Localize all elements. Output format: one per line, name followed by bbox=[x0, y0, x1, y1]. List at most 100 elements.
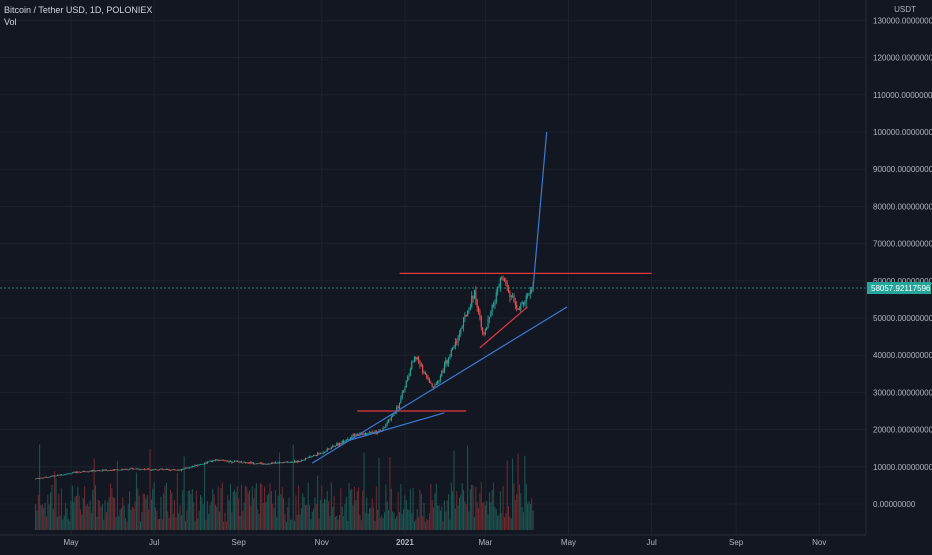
volume-bar bbox=[375, 486, 377, 530]
volume-bar bbox=[160, 496, 162, 530]
candle-body bbox=[165, 469, 167, 470]
volume-bar bbox=[407, 509, 409, 530]
volume-label[interactable]: Vol bbox=[4, 17, 17, 27]
volume-bar bbox=[524, 455, 526, 530]
candle-body bbox=[204, 462, 206, 464]
volume-bar bbox=[341, 506, 343, 530]
candle-body bbox=[40, 477, 42, 479]
candle-body bbox=[497, 288, 499, 293]
volume-bar bbox=[55, 478, 57, 530]
volume-bar bbox=[497, 516, 499, 530]
volume-bar bbox=[303, 496, 305, 530]
candle-body bbox=[130, 468, 132, 470]
candle-body bbox=[476, 299, 478, 308]
volume-bar bbox=[135, 472, 137, 530]
candle-body bbox=[262, 463, 264, 465]
candle-body bbox=[291, 462, 293, 463]
candle-body bbox=[217, 459, 219, 461]
volume-bar bbox=[180, 515, 182, 530]
drawing-trendline-line bbox=[479, 306, 528, 349]
volume-bar bbox=[70, 500, 72, 530]
volume-bar bbox=[458, 497, 460, 530]
volume-bar bbox=[100, 506, 102, 530]
candle-body bbox=[303, 459, 305, 461]
candle-body bbox=[242, 462, 244, 464]
candle-body bbox=[210, 460, 212, 462]
candle-body bbox=[48, 476, 50, 478]
volume-bar bbox=[257, 509, 259, 530]
volume-bar bbox=[108, 497, 110, 530]
candle-body bbox=[167, 469, 169, 470]
candle-body bbox=[227, 461, 229, 463]
candle-body bbox=[234, 460, 236, 463]
candle-body bbox=[176, 469, 178, 471]
candle-body bbox=[58, 474, 60, 476]
candle-body bbox=[514, 302, 516, 305]
volume-bar bbox=[412, 487, 414, 530]
price-axis-label: 70000.00000000 bbox=[873, 240, 932, 249]
candle-body bbox=[55, 475, 57, 477]
volume-bar bbox=[224, 512, 226, 530]
volume-bar bbox=[362, 490, 364, 530]
volume-bar bbox=[479, 492, 481, 530]
volume-bar bbox=[168, 518, 170, 530]
volume-bar bbox=[449, 519, 451, 530]
candle-body bbox=[269, 463, 271, 465]
price-axis[interactable]: USDT 130000.00000000 120000.00000000 110000… bbox=[865, 0, 932, 550]
price-axis-label: 90000.00000000 bbox=[873, 165, 932, 174]
volume-bar bbox=[487, 514, 489, 530]
volume-bar bbox=[165, 482, 167, 530]
volume-bar bbox=[325, 499, 327, 530]
candle-body bbox=[135, 468, 137, 470]
volume-bar bbox=[442, 521, 444, 530]
candle-body bbox=[235, 460, 237, 462]
candle-body bbox=[363, 433, 365, 435]
candle-body bbox=[516, 304, 518, 309]
candle-body bbox=[64, 474, 67, 476]
volume-bar bbox=[348, 483, 350, 530]
candle-body bbox=[164, 469, 166, 471]
candle-body bbox=[426, 374, 428, 378]
candle-body bbox=[69, 473, 71, 475]
candle-body bbox=[527, 294, 529, 296]
candle-body bbox=[340, 442, 342, 444]
volume-bar bbox=[54, 471, 56, 530]
candle-body bbox=[308, 456, 311, 458]
candle-body bbox=[522, 302, 525, 305]
volume-bar bbox=[382, 518, 384, 530]
candle-body bbox=[283, 462, 285, 463]
candle-body bbox=[457, 337, 459, 343]
candle-body bbox=[184, 467, 187, 469]
time-axis[interactable]: May Jul Sep Nov 2021 Mar May Jul Sep Nov bbox=[0, 534, 866, 550]
drawings-layer[interactable] bbox=[0, 131, 866, 464]
candle-body bbox=[120, 469, 122, 471]
volume-bar bbox=[246, 486, 248, 530]
candle-body bbox=[88, 471, 90, 473]
candle-body bbox=[314, 455, 316, 456]
volume-bar bbox=[242, 511, 244, 530]
candle-body bbox=[278, 462, 281, 464]
volume-bar bbox=[85, 505, 87, 530]
candle-body bbox=[111, 470, 113, 472]
candle-body bbox=[274, 462, 276, 464]
volume-bar bbox=[405, 499, 407, 530]
volume-bar bbox=[299, 514, 301, 530]
volume-bar bbox=[464, 501, 466, 530]
volume-bar bbox=[508, 506, 510, 530]
time-axis-label: 2021 bbox=[396, 538, 414, 547]
volume-bar bbox=[431, 500, 433, 530]
volume-bar bbox=[169, 489, 171, 530]
volume-bar bbox=[80, 509, 82, 530]
candle-body bbox=[296, 460, 298, 463]
candle-body bbox=[193, 466, 195, 467]
candle-body bbox=[79, 472, 82, 473]
chart-legend: Bitcoin / Tether USD, 1D, POLONIEX Vol bbox=[4, 4, 152, 28]
symbol-title[interactable]: Bitcoin / Tether USD, 1D, POLONIEX bbox=[4, 5, 153, 15]
candle-body bbox=[439, 376, 441, 381]
volume-bar bbox=[525, 483, 527, 530]
candle-body bbox=[266, 463, 268, 465]
volume-bar bbox=[157, 519, 159, 530]
price-axis-label: 80000.00000000 bbox=[873, 202, 932, 211]
